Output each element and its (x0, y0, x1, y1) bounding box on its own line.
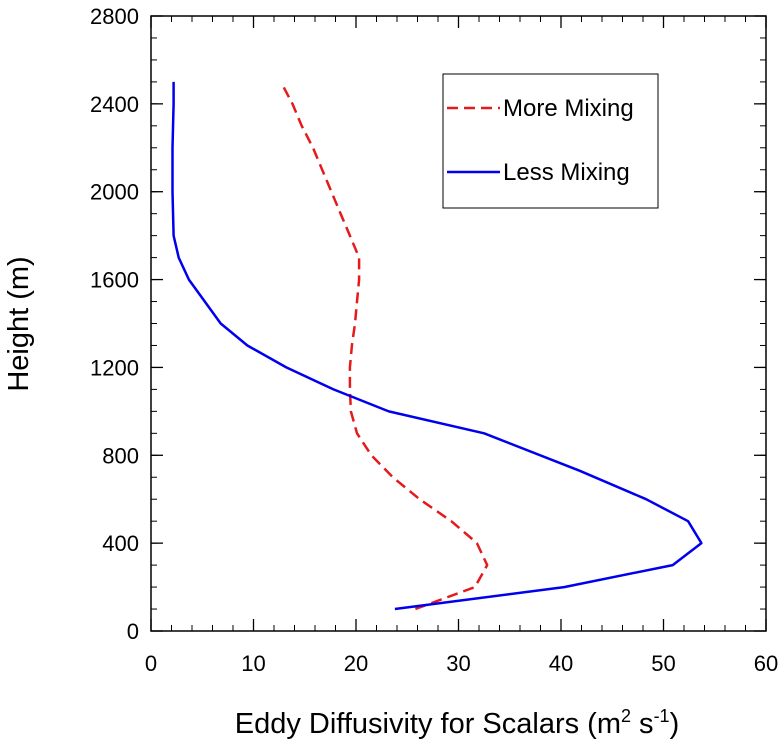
legend: More Mixing Less Mixing (442, 73, 659, 209)
series-line-less-mixing (171, 81, 703, 611)
legend-box (442, 73, 659, 209)
series-lines (171, 81, 703, 611)
x-tick-labels: 0 10 20 30 40 50 60 (145, 651, 778, 676)
legend-label-less-mixing: Less Mixing (503, 159, 630, 186)
x-axis-title-close: ) (670, 708, 680, 740)
x-tick-label: 40 (549, 651, 573, 676)
y-tick-label: 400 (102, 531, 139, 556)
x-axis-title-sup-2: 2 (621, 706, 631, 726)
y-tick-label: 0 (127, 619, 139, 644)
y-tick-label: 2800 (90, 4, 139, 29)
x-axis-title-mid: s (631, 708, 654, 740)
y-tick-label: 1600 (90, 268, 139, 293)
y-tick-labels: 0 400 800 1200 1600 2000 2400 2800 (90, 4, 139, 644)
x-tick-label: 10 (241, 651, 265, 676)
y-tick-label: 2400 (90, 92, 139, 117)
x-axis-title-main: Eddy Diffusivity for Scalars (m (235, 708, 621, 740)
y-tick-label: 800 (102, 443, 139, 468)
x-tick-label: 60 (754, 651, 778, 676)
series-line-more-mixing (282, 85, 489, 611)
y-tick-label: 1200 (90, 355, 139, 380)
x-tick-label: 20 (344, 651, 368, 676)
x-tick-label: 50 (651, 651, 675, 676)
x-tick-label: 30 (446, 651, 470, 676)
x-axis-title: Eddy Diffusivity for Scalars (m2 s-1) (235, 706, 680, 740)
x-tick-label: 0 (145, 651, 157, 676)
plot-frame (150, 15, 767, 632)
x-axis-title-sup-minus1: -1 (654, 706, 670, 726)
y-axis-title: Height (m) (3, 256, 35, 391)
legend-label-more-mixing: More Mixing (503, 95, 634, 122)
y-tick-label: 2000 (90, 180, 139, 205)
